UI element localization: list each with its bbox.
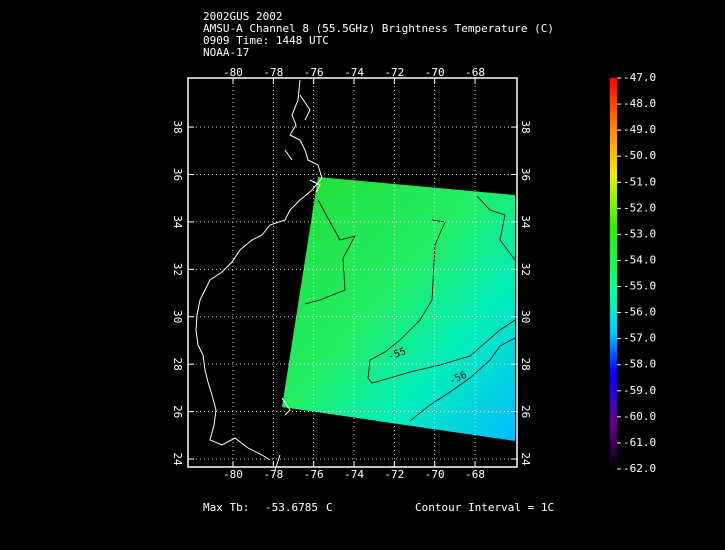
lat-label: 26: [519, 405, 532, 418]
colorbar-label: -57.0: [623, 332, 656, 345]
colorbar-label: -54.0: [623, 253, 656, 266]
lon-label: -68: [465, 66, 485, 79]
colorbar-label: -58.0: [623, 358, 656, 371]
lat-label: 36: [519, 168, 532, 181]
colorbar-label: -47.0: [623, 71, 656, 84]
lat-label: 32: [519, 263, 532, 276]
lat-label: 38: [171, 120, 184, 133]
coastline: [274, 94, 321, 471]
lat-label: 24: [519, 452, 532, 466]
lon-label: -78: [263, 66, 283, 79]
max-value: -53.6785: [265, 501, 318, 514]
colorbar-label: -62.0: [623, 462, 656, 475]
colorbar: [610, 78, 617, 470]
colorbar-label: -52.0: [623, 201, 656, 214]
lat-label: 28: [519, 358, 532, 371]
lon-label: -76: [304, 66, 324, 79]
colorbar-label: -60.0: [623, 410, 656, 423]
colorbar-label: -51.0: [623, 175, 656, 188]
lat-label: 26: [171, 405, 184, 418]
header-line: NOAA-17: [203, 46, 249, 59]
coastline: [195, 79, 323, 461]
map-frame: [187, 77, 518, 468]
header-line: 2002GUS 2002: [203, 10, 282, 23]
lon-label: -76: [304, 468, 324, 481]
max-unit: C: [326, 501, 333, 514]
lat-label: 28: [171, 358, 184, 371]
contour-line: [304, 199, 356, 305]
lon-label: -70: [425, 66, 445, 79]
contour-line: [409, 337, 516, 422]
map: -80 -80 -78 -78 -76 -76 -74 -74 -72 -72 -70 -70 -68 -…: [171, 66, 532, 481]
colorbar-label: -55.0: [623, 280, 656, 293]
max-label: Max Tb:: [203, 501, 249, 514]
colorbar-label: -50.0: [623, 149, 656, 162]
colorbar-label: -53.0: [623, 227, 656, 240]
lat-label: 36: [171, 168, 184, 181]
lon-label: -74: [344, 468, 364, 481]
lon-label: -80: [223, 66, 243, 79]
colorbar-labels: -47.0 -48.0 -49.0 -50.0 -51.0 -52.0 -53.0 -54.0…: [617, 71, 656, 475]
lon-label: -72: [384, 468, 404, 481]
header-line: 0909 Time: 1448 UTC: [203, 34, 329, 47]
data-swath: [282, 177, 515, 441]
lat-label: 32: [171, 263, 184, 276]
lat-label: 34: [519, 215, 532, 229]
lon-label: -74: [344, 66, 364, 79]
colorbar-label: -48.0: [623, 97, 656, 110]
lon-label: -70: [425, 468, 445, 481]
lat-label: 34: [171, 215, 184, 229]
lat-label: 24: [171, 452, 184, 466]
colorbar-label: -61.0: [623, 436, 656, 449]
contour-interval: Contour Interval = 1C: [415, 501, 554, 514]
lat-label: 38: [519, 120, 532, 133]
lon-label: -80: [223, 468, 243, 481]
lat-label: 30: [519, 310, 532, 323]
lon-label: -72: [384, 66, 404, 79]
header-line: AMSU-A Channel 8 (55.5GHz) Brightness Te…: [203, 22, 554, 35]
colorbar-label: -56.0: [623, 306, 656, 319]
colorbar-label: -59.0: [623, 384, 656, 397]
lon-label: -68: [465, 468, 485, 481]
lon-label: -78: [263, 468, 283, 481]
colorbar-label: -49.0: [623, 123, 656, 136]
contour-line: [367, 219, 516, 384]
contour-line: [476, 195, 516, 261]
lat-label: 30: [171, 310, 184, 323]
